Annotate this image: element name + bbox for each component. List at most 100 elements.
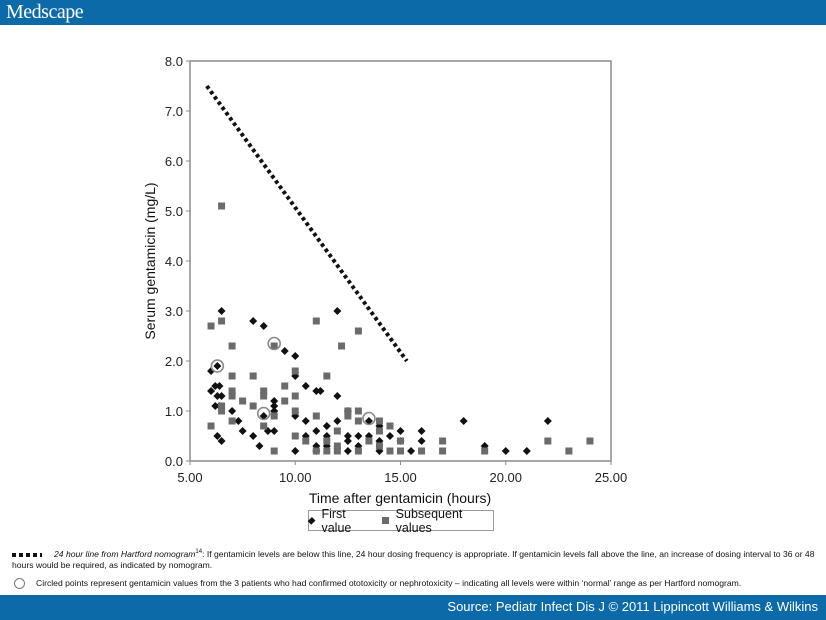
diamond-data-point [543,417,552,425]
chart-axes: 0.0 1.0 2.0 3.0 4.0 5.0 6.0 7.0 8.0 5.00 10.00 15.0… [165,54,627,485]
square-data-point [218,407,226,415]
square-data-point [586,437,594,445]
square-data-point [323,447,331,455]
square-data-point [418,447,426,455]
diamond-data-point [322,422,331,430]
header-bar: Medscape [0,0,826,25]
y-tick-label: 1.0 [165,404,183,419]
square-data-point [338,342,346,350]
diamond-data-point [217,392,226,400]
diamond-data-point [249,432,258,440]
medscape-logo: Medscape [6,1,84,23]
square-data-point [333,442,341,450]
plot-area [205,84,594,455]
y-tick-label: 7.0 [165,104,183,119]
chart-legend: First value Subsequent values [307,507,494,535]
square-data-point [260,422,268,430]
square-data-point [270,342,278,350]
diamond-data-point [417,437,426,445]
diamond-data-point [364,417,373,425]
diamond-data-point [301,382,310,390]
diamond-data-point [249,317,258,325]
footer-bar: Source: Pediatr Infect Dis J © 2011 Lipp… [0,595,826,620]
diamond-data-point [213,432,222,440]
square-data-point [375,417,383,425]
square-data-point [270,412,278,420]
square-data-point [228,392,236,400]
diamond-data-point [217,437,226,445]
square-data-point [218,317,226,325]
x-tick-label: 10.00 [279,470,312,485]
square-data-point [207,322,215,330]
circled-point-marker [210,359,225,373]
diamond-data-point [501,447,510,455]
nomogram-24h-line [205,84,409,363]
diamond-marker-icon [307,516,316,525]
square-marker-icon [382,517,389,524]
diamond-data-point [234,417,243,425]
square-data-point [386,447,394,455]
square-data-point [260,392,268,400]
y-tick-label: 5.0 [165,204,183,219]
diamond-data-point [312,387,321,395]
square-data-point [386,422,394,430]
diamond-data-point [312,427,321,435]
square-data-point [312,412,320,420]
square-data-point [344,407,352,415]
footnote-nomogram-line: 24 hour line from Hartford nomogram14: I… [12,547,818,571]
diamond-data-point [259,412,268,420]
footnote-circle-text: Circled points represent gentamicin valu… [36,578,742,588]
y-tick-label: 8.0 [165,54,183,69]
footnote-reference: 14 [195,549,203,555]
square-data-point [228,417,236,425]
y-tick-label: 4.0 [165,254,183,269]
y-axis-label: Serum gentamicin (mg/L) [142,182,158,339]
square-data-point [228,387,236,395]
diamond-data-point [333,392,342,400]
diamond-data-point [459,417,468,425]
x-tick-label: 15.00 [384,470,417,485]
circled-point-marker [362,411,376,426]
legend-first-value: First value [321,506,352,535]
diamond-data-point [270,402,279,410]
circle-icon [14,578,25,590]
square-data-point [439,447,447,455]
diamond-data-point [417,427,426,435]
square-data-point [249,372,257,380]
diamond-data-point [215,382,224,390]
square-data-point [354,327,362,335]
square-data-point [323,372,331,380]
square-data-point [302,437,310,445]
diamond-data-point [301,417,310,425]
diamond-data-point [238,427,247,435]
square-data-point [354,407,362,415]
square-data-point [397,447,404,455]
square-data-point [397,437,404,445]
diamond-data-point [385,432,394,440]
square-data-point [481,447,489,455]
diamond-data-point [213,362,222,370]
diamond-data-point [354,432,363,440]
diamond-data-point [270,397,279,405]
diamond-data-point [333,417,342,425]
square-data-point [281,397,289,405]
x-axis-label: Time after gentamicin (hours) [309,490,491,506]
square-data-point [270,447,278,455]
diamond-data-point [396,427,405,435]
diamond-data-point [280,347,289,355]
x-tick-label: 25.00 [595,470,628,485]
square-data-point [344,412,352,420]
square-data-point [365,437,373,445]
square-data-point [218,402,226,410]
footnote-line-label: 24 hour line from Hartford nomogram [54,548,196,559]
diamond-data-point [291,352,300,360]
diamond-data-point [207,387,216,395]
circled-point-marker [256,406,271,421]
diamond-data-point [343,447,352,455]
diamond-data-point [270,427,279,435]
square-data-point [291,407,299,415]
x-tick-label: 20.00 [489,470,522,485]
diamond-data-point [217,307,226,315]
square-data-point [323,437,331,445]
square-data-point [249,402,257,410]
